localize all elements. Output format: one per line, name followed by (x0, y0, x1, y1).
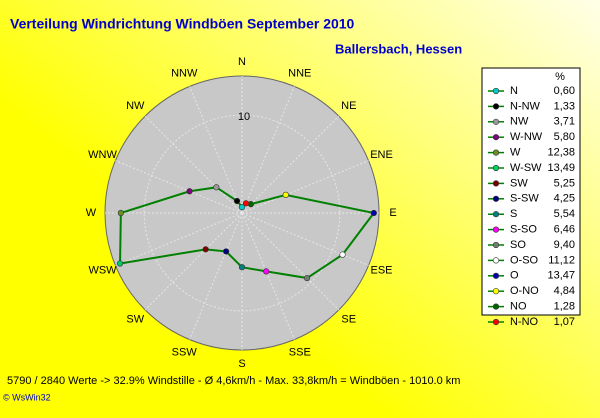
data-point (242, 200, 250, 207)
direction-label: WNW (88, 149, 117, 161)
direction-label: N (238, 56, 246, 68)
chart-subtitle: Ballersbach, Hessen (335, 41, 462, 56)
legend-label: N (510, 85, 518, 97)
legend-value: 5,25 (554, 177, 575, 189)
legend-label: SO (510, 239, 526, 251)
direction-label: NNE (288, 67, 311, 79)
spoke (241, 160, 369, 214)
legend-value: 13,47 (547, 270, 575, 282)
direction-label: SSW (172, 346, 198, 358)
spoke (241, 212, 340, 311)
legend-label: NO (510, 301, 527, 313)
legend-value: 1,33 (554, 100, 575, 112)
spoke (144, 115, 243, 214)
legend-value: 13,49 (547, 162, 575, 174)
data-point (303, 274, 311, 282)
legend-value: 5,80 (554, 131, 575, 143)
legend-label: W (510, 147, 521, 159)
data-point (339, 251, 346, 258)
legend-marker (492, 226, 500, 233)
grid-ring (143, 114, 341, 312)
spoke (189, 86, 243, 214)
legend-value: 3,71 (554, 116, 575, 128)
data-point (370, 209, 377, 217)
spoke (189, 212, 243, 340)
spoke (241, 212, 295, 340)
legend-marker (492, 134, 500, 141)
legend-label: W-NW (510, 131, 543, 143)
direction-label: SE (341, 314, 356, 326)
data-point (202, 246, 209, 253)
data-point (186, 188, 193, 195)
legend-label: N-NW (510, 100, 541, 112)
legend-value: 4,25 (554, 193, 575, 205)
legend-marker (492, 288, 500, 295)
legend-marker (492, 257, 500, 264)
direction-label: S (238, 358, 245, 370)
legend-label: N-NO (510, 316, 539, 328)
legend-value: 6,46 (554, 224, 575, 236)
legend-label: SW (510, 177, 528, 189)
data-point (263, 268, 270, 275)
legend-value: 9,40 (554, 239, 575, 251)
legend-marker (492, 272, 500, 279)
spoke (241, 115, 340, 214)
direction-label: NNW (171, 67, 198, 79)
legend-label: O-NO (510, 285, 539, 297)
legend-marker (492, 87, 500, 95)
direction-label: ENE (370, 149, 393, 161)
legend-value: 5,54 (554, 208, 575, 220)
data-point (222, 248, 230, 255)
legend-label: O (510, 270, 519, 282)
direction-label: W (86, 207, 97, 219)
legend-marker (492, 195, 500, 202)
legend-marker (492, 211, 500, 218)
spoke (115, 212, 243, 266)
legend-label: W-SW (510, 162, 542, 174)
legend-value: 12,38 (547, 147, 575, 159)
data-point (282, 191, 289, 198)
data-point (116, 260, 124, 267)
data-point (233, 197, 241, 205)
legend-label: S-SO (510, 224, 537, 236)
legend-marker (492, 164, 500, 172)
legend-value: 0,60 (554, 85, 575, 97)
legend-value: 4,84 (554, 285, 575, 297)
direction-label: ESE (370, 265, 392, 277)
legend-label: S-SW (510, 193, 539, 205)
spoke (241, 86, 295, 214)
legend-label: NW (510, 116, 529, 128)
chart-title: Verteilung Windrichtung Windböen Septemb… (10, 16, 355, 32)
direction-label: NE (341, 100, 356, 112)
spoke (144, 212, 243, 311)
legend-marker (492, 180, 500, 187)
legend-value: 1,28 (554, 301, 575, 313)
direction-label: E (389, 207, 396, 219)
credit: © WsWin32 (3, 392, 51, 402)
r-tick-label: 10 (238, 111, 250, 123)
spoke (115, 160, 243, 214)
legend-header: % (555, 71, 565, 83)
spoke (241, 212, 369, 266)
direction-label: SW (126, 314, 144, 326)
data-point (238, 264, 246, 271)
legend-marker (492, 103, 500, 110)
legend-marker (492, 303, 500, 310)
legend-marker (492, 118, 500, 125)
legend-marker (492, 241, 500, 249)
legend-label: S (510, 208, 517, 220)
legend-value: 1,07 (554, 316, 575, 328)
data-point (117, 209, 124, 217)
direction-label: NW (126, 100, 145, 112)
footer: 5790 / 2840 Werte -> 32.9% Windstille - … (7, 375, 460, 387)
legend-label: O-SO (510, 254, 539, 266)
direction-label: SSE (289, 346, 311, 358)
data-point (213, 184, 220, 191)
direction-label: WSW (88, 265, 117, 277)
legend-value: 11,12 (548, 254, 575, 266)
legend-marker (492, 318, 500, 326)
legend-marker (492, 149, 500, 156)
data-point (238, 204, 246, 211)
